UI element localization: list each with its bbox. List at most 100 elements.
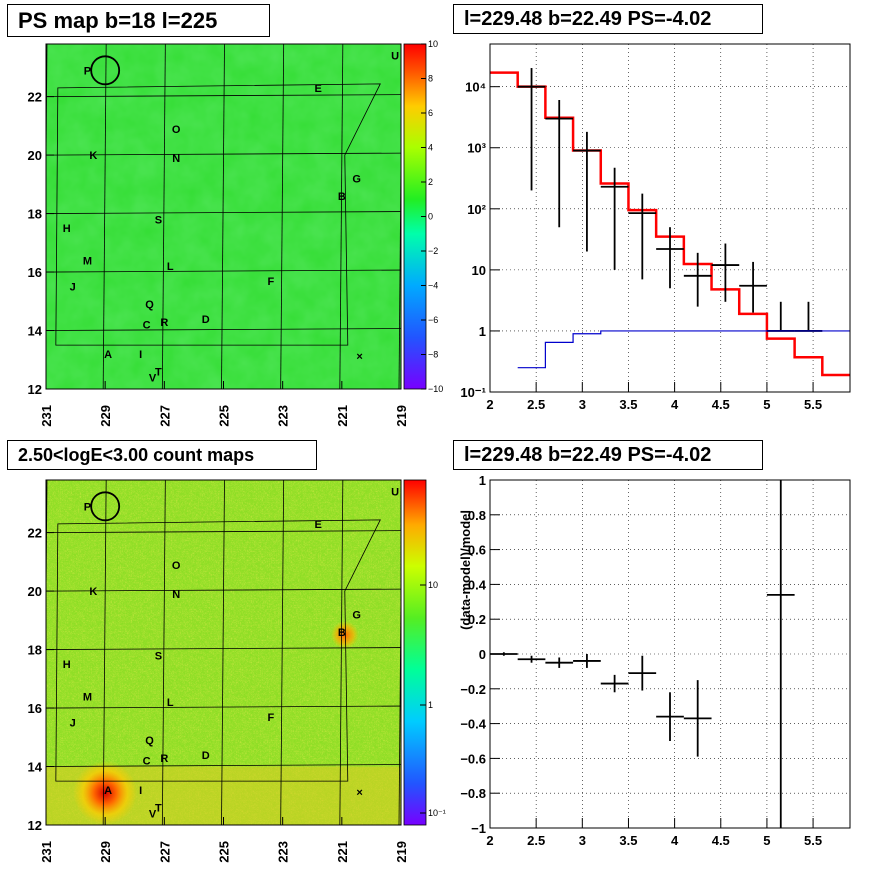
x-tick-label: 229 — [98, 841, 113, 863]
x-tick-label: 2.5 — [527, 833, 545, 848]
source-label-n: N — [172, 153, 180, 165]
plot-area — [490, 68, 850, 377]
y-tick-label: 10⁻¹ — [460, 385, 486, 400]
meridian-line — [102, 44, 107, 389]
source-label-a: A — [104, 785, 112, 797]
source-label-o: O — [172, 124, 181, 136]
source-label-r: R — [160, 753, 168, 765]
x-tick-label: 229 — [98, 405, 113, 427]
roi-boundary — [55, 83, 381, 346]
colorbar-label: 2 — [428, 177, 433, 187]
y-tick-label: 14 — [28, 324, 43, 339]
source-label-l: L — [167, 261, 174, 273]
source-label-d: D — [202, 750, 210, 762]
x-tick-label: 223 — [276, 841, 291, 863]
source-circle — [90, 491, 121, 522]
parallel-line — [46, 705, 401, 709]
source-label-e: E — [314, 83, 321, 95]
x-tick-label: 227 — [157, 841, 172, 863]
residual-title: l=229.48 b=22.49 PS=-4.02 — [453, 440, 763, 470]
ratio-step-line — [517, 330, 850, 369]
parallel-line — [46, 647, 401, 650]
source-label-h: H — [63, 659, 71, 671]
parallel-line — [46, 269, 401, 273]
y-tick-label: 18 — [28, 207, 42, 222]
source-label-k: K — [89, 586, 97, 598]
source-label-t: T — [155, 802, 162, 814]
parallel-line — [46, 152, 401, 156]
source-label-v: V — [149, 372, 157, 384]
x-tick-label: 5 — [763, 833, 770, 848]
x-tick-label: 2 — [486, 397, 493, 412]
x-tick-label: 4.5 — [712, 397, 730, 412]
y-tick-label: 22 — [28, 526, 42, 541]
y-tick-label: 22 — [28, 90, 42, 105]
source-label-j: J — [70, 718, 76, 730]
meridian-line — [339, 44, 344, 389]
meridian-line — [280, 480, 285, 825]
y-tick-label: 14 — [28, 760, 43, 775]
x-tick-label: 3 — [579, 833, 586, 848]
source-label-g: G — [352, 609, 361, 621]
x-tick-label: 219 — [394, 405, 409, 427]
source-label-c: C — [143, 320, 151, 332]
source-label-f: F — [267, 712, 274, 724]
y-tick-label: −0.6 — [460, 751, 486, 766]
source-label-c: C — [143, 756, 151, 768]
source-label-e: E — [314, 519, 321, 531]
colorbar-label: 10 — [428, 39, 438, 49]
source-label-o: O — [172, 560, 181, 572]
y-tick-label: −0.2 — [460, 682, 486, 697]
colorbar-label: 0 — [428, 212, 433, 222]
colorbar-label: 10⁻¹ — [428, 808, 446, 818]
y-tick-label: 1 — [479, 473, 486, 488]
map-texture — [46, 44, 401, 389]
meridian-line — [280, 44, 285, 389]
x-tick-label: 5.5 — [804, 397, 822, 412]
ps-map-title: PS map b=18 l=225 — [7, 4, 270, 37]
plot-frame — [489, 43, 851, 393]
colorbar-label: 8 — [428, 74, 433, 84]
meridian-line — [102, 480, 107, 825]
y-tick-label: 20 — [28, 148, 42, 163]
meridian-line — [161, 44, 166, 389]
x-tick-label: 219 — [394, 841, 409, 863]
x-tick-label: 4 — [671, 833, 679, 848]
source-label-r: R — [160, 317, 168, 329]
colorbar — [404, 44, 426, 389]
colorbar — [404, 480, 426, 825]
y-tick-label: 0.2 — [468, 612, 486, 627]
hot-spot-a — [73, 760, 138, 825]
source-label-m: M — [83, 691, 92, 703]
y-tick-label: 10³ — [467, 141, 486, 156]
colorbar-label: 6 — [428, 108, 433, 118]
meridian-line — [339, 480, 344, 825]
y-tick-label: 0.8 — [468, 508, 486, 523]
plot-area — [490, 480, 795, 828]
y-tick-label: 1 — [479, 324, 486, 339]
y-tick-label: 12 — [28, 382, 42, 397]
y-tick-label: −1 — [471, 821, 486, 836]
x-tick-label: 231 — [39, 405, 54, 427]
x-tick-label: 227 — [157, 405, 172, 427]
y-tick-label: 10² — [467, 202, 486, 217]
y-tick-label: 16 — [28, 265, 42, 280]
x-tick-label: 2.5 — [527, 397, 545, 412]
source-label-h: H — [63, 223, 71, 235]
colorbar-label: −8 — [428, 350, 438, 360]
x-tick-label: 225 — [217, 405, 232, 427]
y-tick-label: 0.4 — [468, 577, 487, 592]
source-label-j: J — [70, 282, 76, 294]
source-label-q: Q — [145, 735, 154, 747]
source-label-g: G — [352, 173, 361, 185]
y-tick-label: −0.4 — [460, 717, 486, 732]
source-label-k: K — [89, 150, 97, 162]
x-tick-label: 4.5 — [712, 833, 730, 848]
colorbar-label: 10 — [428, 580, 438, 590]
colorbar-label: 4 — [428, 143, 433, 153]
source-label-v: V — [149, 808, 157, 820]
x-tick-label: 3.5 — [619, 397, 637, 412]
spectrum-plot: 2 2.5 3 3.5 4 4.5 5 5.5 10⁻¹ 1 10 10² 10³ 10⁴ — [460, 43, 851, 412]
